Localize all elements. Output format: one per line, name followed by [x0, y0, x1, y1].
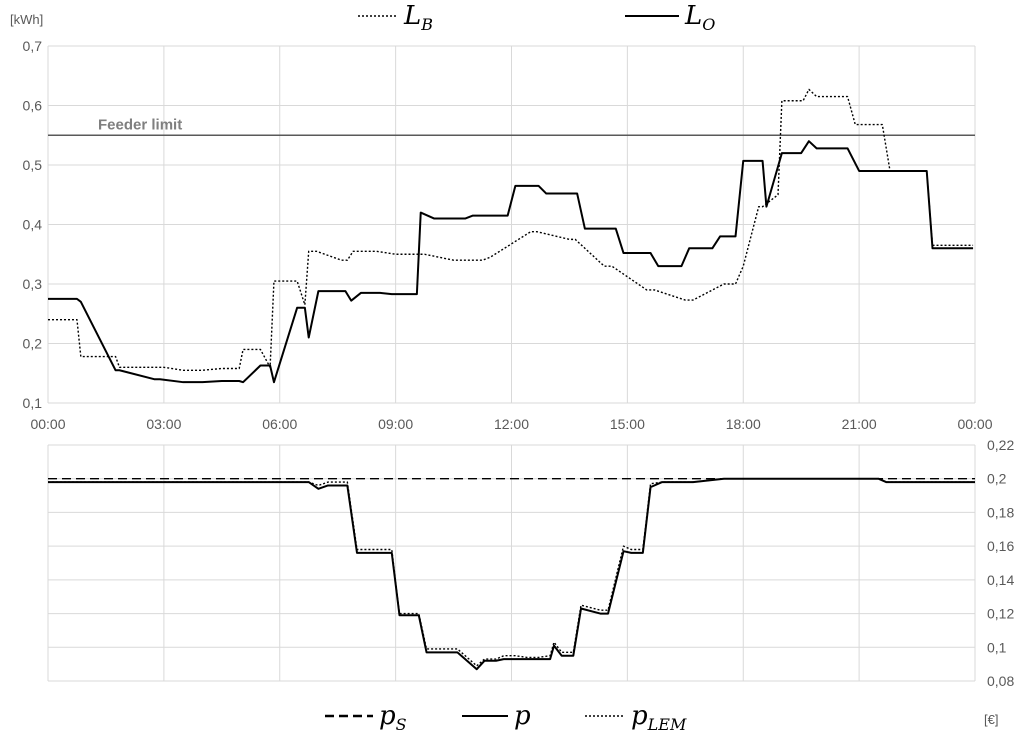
bottom-y-tick-label: 0,08: [987, 673, 1014, 689]
bottom-y-tick-label: 0,12: [987, 606, 1014, 622]
bottom-y-tick-label: 0,16: [987, 538, 1014, 554]
top-series-line-l-o: [48, 140, 974, 384]
top-x-tick-label: 15:00: [610, 416, 645, 432]
bottom-series-line-p-lem: [48, 478, 975, 667]
top-x-tick-label: 09:00: [378, 416, 413, 432]
bottom-y-tick-label: 0,2: [987, 471, 1007, 487]
top-y-tick-label: 0,1: [23, 395, 43, 411]
top-x-tick-label: 18:00: [726, 416, 761, 432]
top-series-line-l-b: [48, 88, 974, 371]
top-x-tick-label: 12:00: [494, 416, 529, 432]
top-y-tick-label: 0,6: [23, 98, 43, 114]
top-y-tick-label: 0,7: [23, 38, 43, 54]
bottom-y-tick-label: 0,18: [987, 504, 1014, 520]
bottom-y-unit-label: [€]: [984, 712, 998, 727]
top-y-tick-label: 0,5: [23, 157, 43, 173]
top-legend-label-l-b: LB: [403, 1, 433, 34]
top-legend-label-l-o: LO: [684, 1, 715, 34]
feeder-limit-label: Feeder limit: [98, 116, 182, 133]
bottom-legend-label-p: p: [514, 701, 531, 731]
bottom-y-tick-label: 0,22: [987, 437, 1014, 453]
top-x-tick-label: 00:00: [30, 416, 65, 432]
top-x-tick-label: 06:00: [262, 416, 297, 432]
top-y-tick-label: 0,3: [23, 276, 43, 292]
top-y-tick-label: 0,2: [23, 336, 43, 352]
bottom-y-tick-label: 0,1: [987, 639, 1007, 655]
top-x-tick-label: 21:00: [842, 416, 877, 432]
bottom-y-tick-label: 0,14: [987, 572, 1014, 588]
bottom-legend-label-p-s: pS: [379, 701, 407, 734]
top-y-tick-label: 0,4: [23, 217, 43, 233]
top-y-unit-label: [kWh]: [10, 12, 43, 27]
top-x-tick-label: 00:00: [957, 416, 992, 432]
bottom-legend-label-p-lem: pLEM: [631, 701, 687, 734]
top-x-tick-label: 03:00: [146, 416, 181, 432]
